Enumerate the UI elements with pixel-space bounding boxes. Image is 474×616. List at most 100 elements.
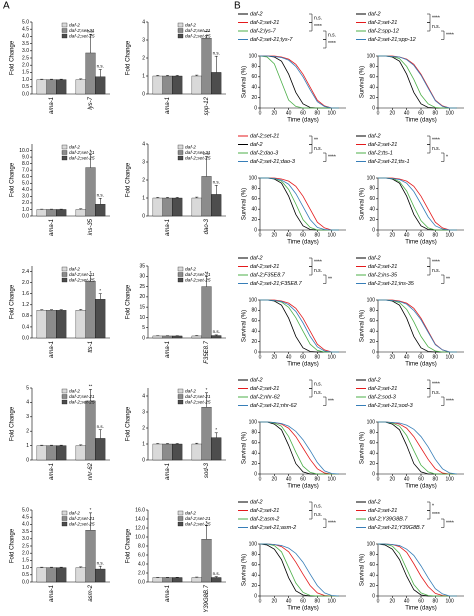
significance: * <box>90 149 92 154</box>
legend-label: daf-2;set-21 <box>185 272 211 278</box>
legend-label: daf-2 <box>185 22 196 28</box>
bracket <box>309 379 313 389</box>
x-tick-label: 20 <box>390 476 396 482</box>
legend-label: daf-2;set-21 <box>69 150 95 156</box>
x-axis-label: Time (days) <box>405 606 436 612</box>
x-tick-label: tts-1 <box>88 341 94 353</box>
x-tick-label: 80 <box>315 110 321 116</box>
survival-curve <box>378 421 457 475</box>
significance: *** <box>204 30 210 35</box>
bar <box>201 286 212 339</box>
y-tick-label: 20 <box>369 583 375 589</box>
y-tick-label: 100 <box>249 297 258 303</box>
y-tick-label: 1.5 <box>22 70 29 76</box>
y-tick-label: 9.0 <box>22 154 29 160</box>
bracket <box>427 13 431 23</box>
survival-curve <box>378 55 457 109</box>
x-tick-label: 100 <box>445 110 454 116</box>
legend-label: daf-2 <box>250 377 263 383</box>
x-tick-label: ama-1 <box>49 585 55 602</box>
legend-label: daf-2;dao-3 <box>250 150 279 156</box>
y-tick-label: 80 <box>251 186 257 192</box>
legend-label: daf-2;set-25 <box>185 155 211 161</box>
legend-label: daf-2 <box>250 255 263 261</box>
y-tick-label: 14.0 <box>135 516 145 522</box>
bracket <box>323 39 327 49</box>
significance: n.s. <box>203 151 210 156</box>
survival-curve <box>260 421 339 475</box>
y-tick-label: 40 <box>251 329 257 335</box>
comparison-label: **** <box>432 138 440 144</box>
legend-label: daf-2 <box>69 144 80 150</box>
legend-swatch <box>177 394 184 399</box>
legend-label: daf-2;set-21;lys-7 <box>250 37 293 43</box>
y-axis-label: Survival (%) <box>242 310 248 342</box>
x-tick-label: 60 <box>418 476 424 482</box>
y-tick-label: 4 <box>142 19 145 25</box>
y-tick-label: 80 <box>251 552 257 558</box>
survival-curve <box>378 299 457 353</box>
y-tick-label: 100 <box>249 419 258 425</box>
legend-label: daf-2;set-21;sod-3 <box>368 403 414 409</box>
y-tick-label: 1 <box>142 73 145 79</box>
significance: n.s. <box>97 560 104 565</box>
significance: ** <box>89 384 93 389</box>
x-tick-label: ama-1 <box>49 463 55 480</box>
bracket <box>441 518 445 528</box>
y-tick-label: 3.0 <box>22 194 29 200</box>
legend-label: daf-2;nhr-62 <box>250 394 280 400</box>
x-tick-label: 100 <box>445 232 454 238</box>
survival-curve <box>378 55 457 109</box>
legend-label: daf-2;set-25 <box>185 277 211 283</box>
y-tick-label: 5.0 <box>22 181 29 187</box>
comparison-label: **** <box>446 399 454 405</box>
bracket <box>427 257 431 267</box>
legend-swatch <box>177 266 184 272</box>
legend-label: daf-2;set-21;F35E8.7 <box>250 281 303 287</box>
bar <box>95 76 106 95</box>
x-tick-label: 100 <box>327 476 336 482</box>
x-tick-label: spp-12 <box>204 96 210 115</box>
y-tick-label: 30 <box>139 274 145 280</box>
y-axis-label: Fold Change <box>126 162 132 197</box>
bar <box>85 52 96 95</box>
comparison-label: * <box>432 504 434 510</box>
x-tick-label: 60 <box>300 232 306 238</box>
y-axis-label: Fold Change <box>126 406 132 441</box>
significance: ** <box>205 270 209 275</box>
x-tick-label: 40 <box>286 354 292 360</box>
legend-swatch <box>61 28 68 33</box>
bar <box>75 567 86 583</box>
legend-label: daf-2;F35E8.7 <box>250 272 286 278</box>
legend-label: daf-2;set-21 <box>250 508 279 514</box>
bar <box>56 445 67 461</box>
bar <box>46 310 57 339</box>
x-tick-label: F35E8.7 <box>204 340 210 363</box>
y-tick-label: 60 <box>369 562 375 568</box>
y-tick-label: 2.0 <box>22 63 29 69</box>
y-tick-label: 100 <box>367 297 376 303</box>
legend-label: daf-2 <box>69 510 80 516</box>
y-tick-label: 60 <box>369 74 375 80</box>
x-tick-label: 40 <box>404 110 410 116</box>
x-tick-label: 80 <box>433 110 439 116</box>
x-tick-label: 20 <box>390 232 396 238</box>
comparison-label: ** <box>328 277 332 283</box>
legend-label: daf-2 <box>69 22 80 28</box>
bar <box>152 75 163 95</box>
x-tick-label: ama-1 <box>49 219 55 236</box>
y-tick-label: 35 <box>139 263 145 269</box>
y-tick-label: 16.0 <box>135 507 145 513</box>
bracket <box>427 22 431 32</box>
comparison-label: n.s. <box>432 146 440 152</box>
bracket <box>427 135 431 145</box>
legend-label: daf-2;set-21;spp-12 <box>368 37 416 43</box>
x-tick-label: 20 <box>390 110 396 116</box>
x-tick-label: 40 <box>286 232 292 238</box>
y-tick-label: 0 <box>372 593 375 599</box>
y-tick-label: 4 <box>26 400 29 406</box>
bracket <box>309 266 313 276</box>
legend-swatch <box>177 516 184 521</box>
comparison-label: **** <box>432 382 440 388</box>
comparison-label: n.s. <box>432 268 440 274</box>
